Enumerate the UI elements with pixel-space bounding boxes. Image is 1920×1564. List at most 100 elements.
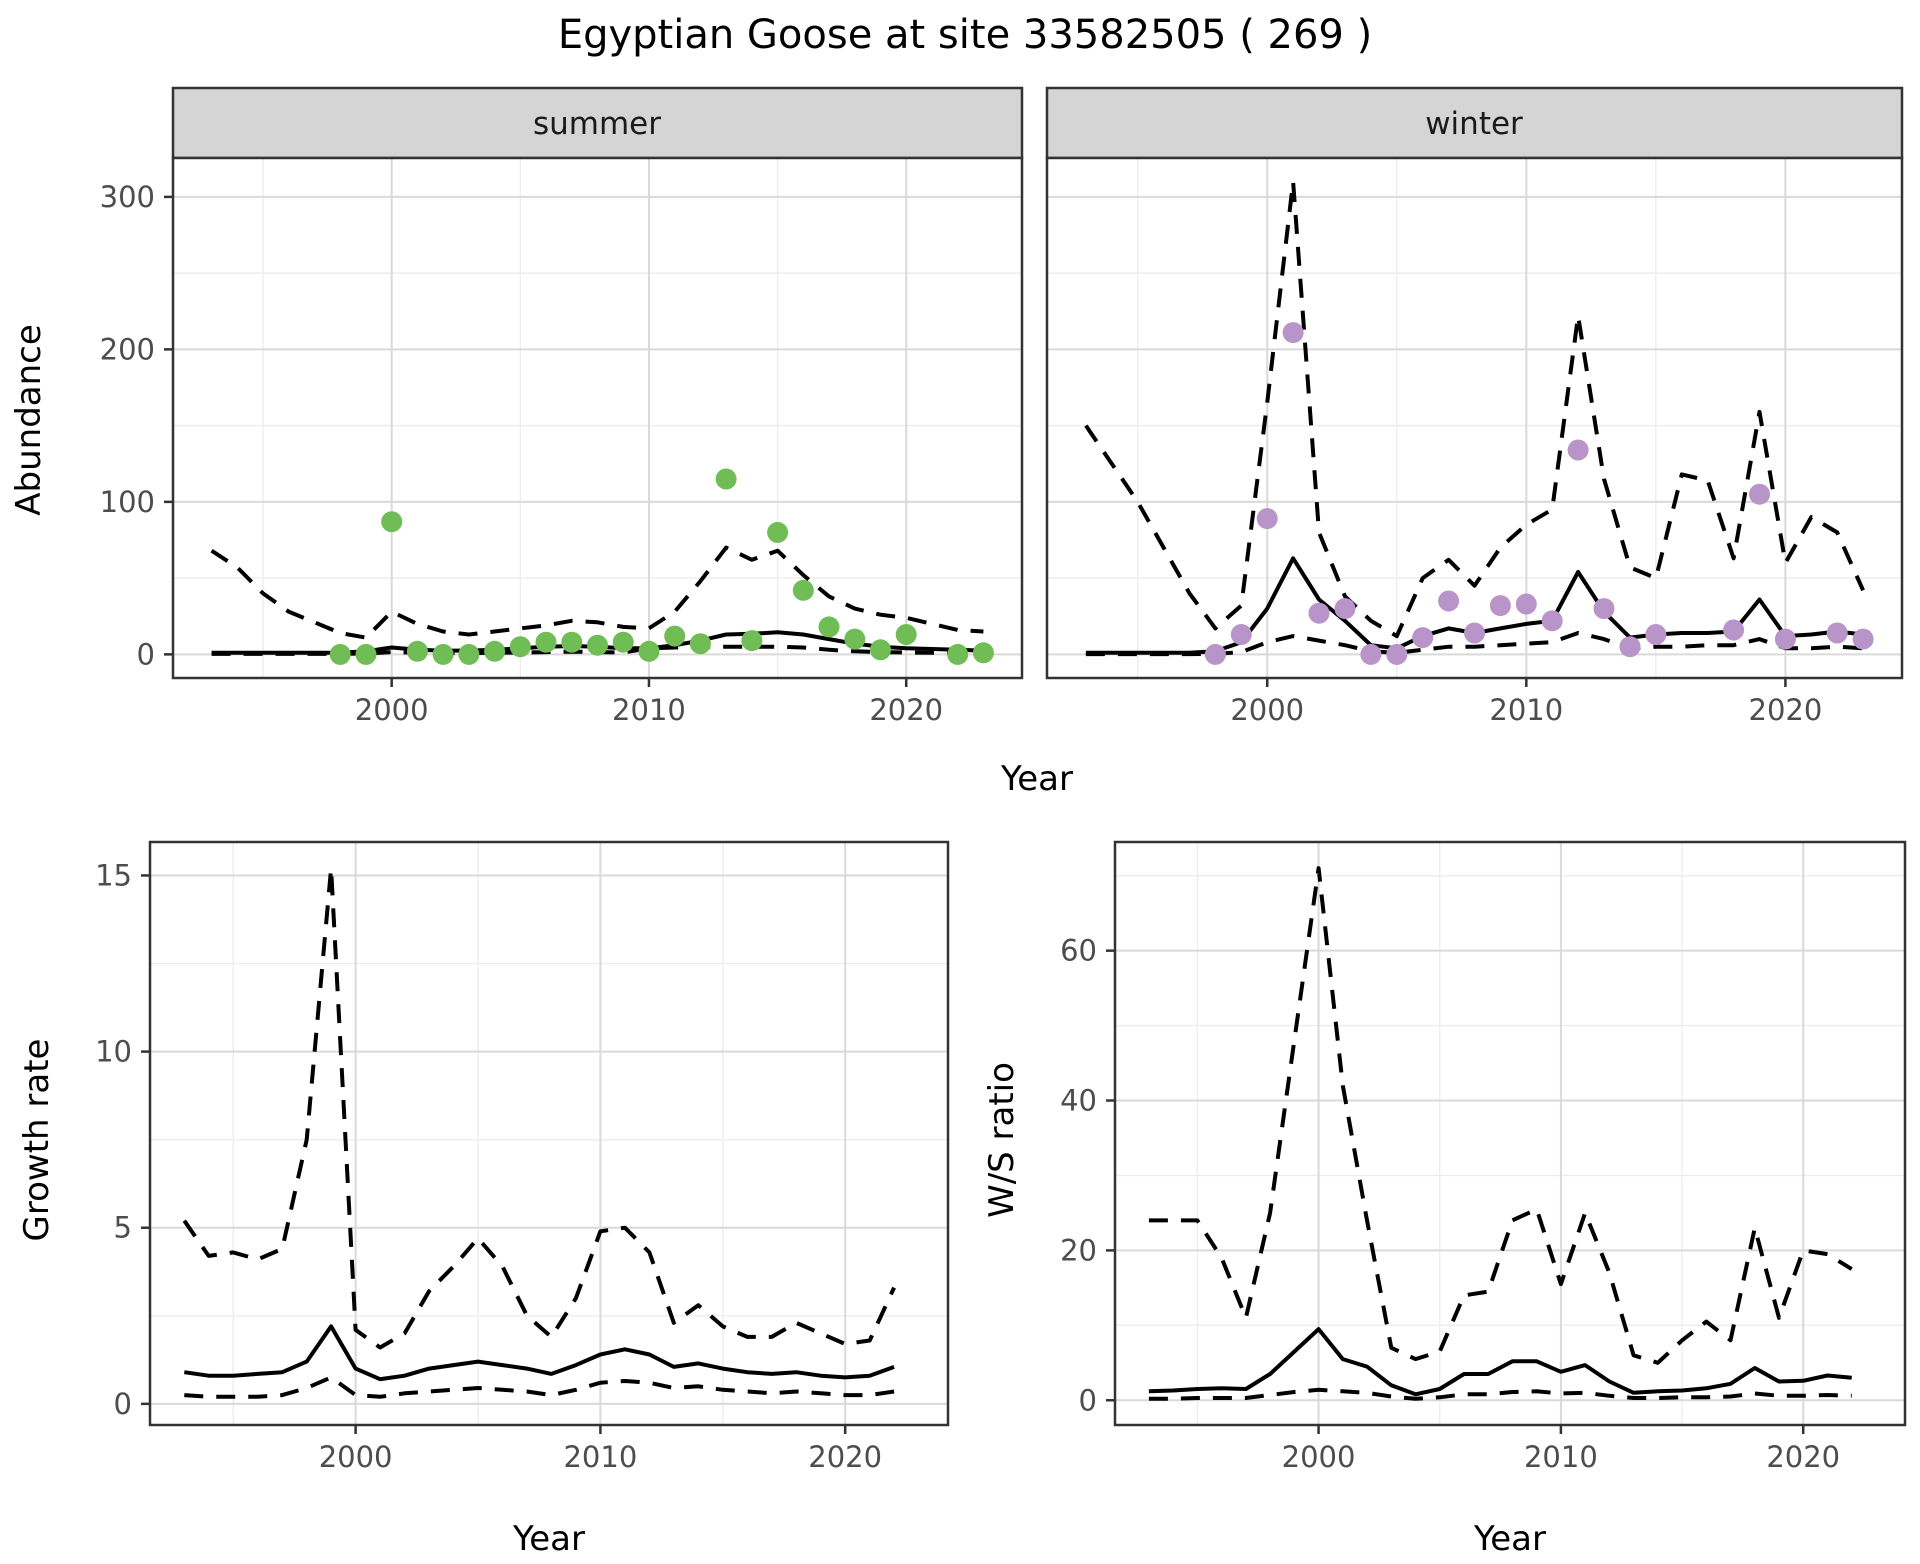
tick-label: 2020 [1749, 693, 1823, 727]
panel-ws-ratio: 2000 2010 2020 0 20 40 60 [1060, 840, 1907, 1474]
data-point [895, 624, 917, 645]
panel-border [1045, 156, 1904, 680]
data-point [509, 636, 531, 658]
data-point [1645, 624, 1667, 645]
data-point [870, 639, 891, 661]
data-point [1489, 595, 1511, 617]
data-point [1541, 610, 1563, 632]
tick-label: 20 [1060, 1233, 1097, 1267]
data-point [406, 640, 428, 662]
data-point [767, 521, 789, 543]
tick-label: 2000 [1230, 693, 1304, 727]
data-point [1438, 590, 1460, 612]
y-axis-title-abundance: Abundance [9, 324, 49, 516]
panel-abundance-summer: 2000 2010 2020 0 100 200 300 [100, 156, 1024, 727]
panel-border [171, 156, 1024, 680]
data-point [355, 643, 377, 665]
data-point [1282, 322, 1304, 344]
data-point [1593, 598, 1615, 620]
panel-border [148, 840, 950, 1427]
data-point [1567, 439, 1589, 461]
tick-label: 2000 [1282, 1440, 1356, 1474]
data-point [1464, 622, 1485, 644]
data-point [432, 643, 454, 665]
data-point [1749, 483, 1770, 505]
series-line-upper95 [182, 866, 896, 1350]
data-point [792, 579, 814, 601]
tick-label: 0 [1079, 1383, 1097, 1417]
data-point [1256, 508, 1278, 530]
data-point [1826, 622, 1848, 644]
tick-label: 15 [95, 858, 132, 892]
y-axis-title-growth-rate: Growth rate [17, 1039, 57, 1242]
tick-label: 2010 [1524, 1440, 1598, 1474]
tick-label: 2000 [355, 693, 429, 727]
data-point [612, 631, 634, 653]
data-point [535, 631, 557, 653]
data-point [1412, 627, 1434, 649]
series-line-fit [184, 1324, 895, 1382]
tick-label: 5 [114, 1211, 132, 1245]
series-line-fit [1148, 1327, 1852, 1397]
tick-label: 0 [114, 1387, 132, 1421]
data-point [664, 625, 686, 647]
data-point [972, 642, 994, 664]
data-point [1723, 619, 1745, 641]
data-point [638, 640, 660, 662]
series-line-upper95 [210, 545, 984, 640]
panel-background [150, 842, 948, 1425]
tick-label: 0 [137, 637, 155, 671]
tick-label: 100 [100, 485, 155, 519]
data-point [484, 640, 506, 662]
tick-label: 2020 [1766, 1440, 1840, 1474]
x-axis-title-ws-ratio: Year [1473, 1519, 1546, 1559]
tick-label: 2010 [563, 1440, 637, 1474]
tick-label: 200 [100, 332, 155, 366]
tick-label: 300 [100, 180, 155, 214]
data-point [1386, 643, 1408, 665]
data-point [587, 634, 608, 656]
facet-strip-summer [171, 86, 1024, 160]
data-point [1360, 643, 1382, 665]
tick-label: 2010 [612, 693, 686, 727]
data-point [1308, 602, 1330, 624]
data-point [458, 643, 480, 665]
x-axis-title-growth-rate: Year [512, 1519, 585, 1559]
tick-label: 2020 [808, 1440, 882, 1474]
series-line-upper95 [1084, 179, 1865, 639]
data-point [1230, 624, 1252, 645]
facet-strip-winter [1045, 86, 1904, 160]
facet-strip-label-winter: winter [1425, 106, 1523, 142]
panel-background [1047, 158, 1902, 678]
data-point [844, 628, 866, 650]
panel-background [173, 158, 1022, 678]
panel-border [1113, 840, 1907, 1427]
data-point [689, 633, 711, 655]
data-point [1852, 628, 1874, 650]
tick-label: 2010 [1489, 693, 1563, 727]
panel-background [1115, 842, 1905, 1425]
data-point [1334, 598, 1356, 620]
data-point [1774, 628, 1796, 650]
tick-label: 2020 [869, 693, 943, 727]
facet-strip-label-summer: summer [533, 106, 661, 142]
data-point [329, 643, 351, 665]
data-point [741, 630, 763, 652]
data-point [818, 616, 840, 638]
data-point [947, 643, 969, 665]
chart-title: Egyptian Goose at site 33582505 ( 269 ) [558, 12, 1372, 58]
data-point [1619, 636, 1641, 658]
data-point [1515, 593, 1537, 615]
x-axis-title-top: Year [1000, 759, 1073, 799]
data-point [715, 468, 737, 490]
tick-label: 2000 [319, 1440, 393, 1474]
series-line-lower95 [184, 1375, 895, 1399]
y-axis-title-ws-ratio: W/S ratio [982, 1062, 1022, 1218]
series-line-lower95 [1148, 1387, 1852, 1401]
data-point [381, 511, 403, 533]
tick-label: 60 [1060, 934, 1097, 968]
tick-label: 10 [95, 1035, 132, 1069]
data-point [1204, 643, 1226, 665]
